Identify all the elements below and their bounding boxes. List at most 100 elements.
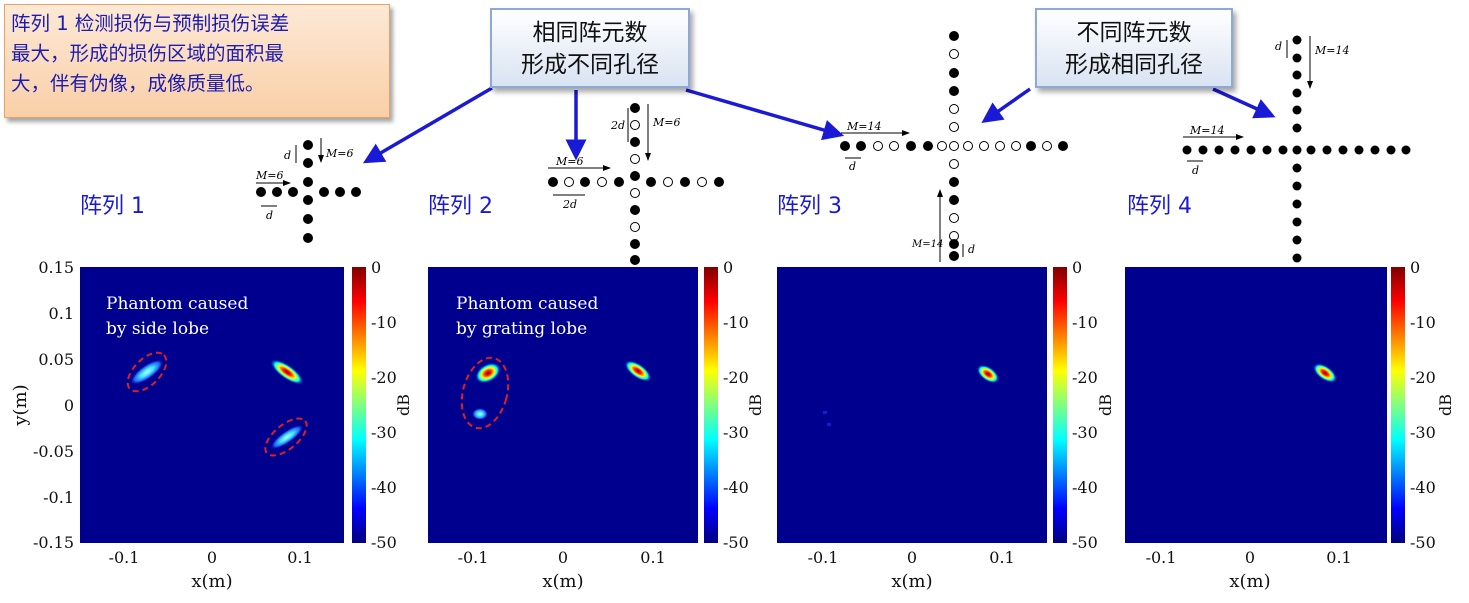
panel-2: Phantom caused by grating lobe 0 -10 -20… [425, 237, 775, 597]
heatmap-bg [428, 267, 698, 543]
xtick: -0.1 [109, 548, 140, 567]
array-4 [1182, 35, 1411, 263]
cbar-tick: -50 [723, 533, 749, 552]
callout-line: 不同阵元数 [1076, 20, 1192, 46]
a2-m-horizontal: M=6 [555, 155, 583, 168]
array-4-dims [1183, 36, 1313, 162]
array-label-4: 阵列 4 [1127, 194, 1192, 219]
cbar-tick: 0 [371, 258, 381, 277]
cbar-tick: 0 [1072, 258, 1082, 277]
array-2 [548, 103, 724, 265]
summary-note: 阵列 1 检测损伤与预制损伤误差 最大，形成的损伤区域的面积最 大，伴有伪像，成… [4, 4, 390, 118]
xtick: -0.1 [458, 548, 489, 567]
cbar-tick: -40 [371, 478, 397, 497]
colorbar [1053, 267, 1067, 543]
ytick: 0.15 [38, 258, 74, 277]
a3-d-vertical: d [968, 243, 975, 256]
array-2-dims [548, 104, 651, 196]
cbar-label: dB [1096, 394, 1115, 416]
arrow-callout-to-array3 [685, 88, 845, 141]
a3-d-horizontal: d [849, 160, 856, 173]
arrow-callout2-to-array3 [981, 87, 1032, 124]
a4-m-vertical: M=14 [1314, 44, 1349, 57]
note-line: 阵列 1 检测损伤与预制损伤误差 [11, 12, 290, 35]
spot-phantom-1 [475, 362, 501, 384]
cbar-label: dB [746, 394, 765, 416]
xtick: 0 [207, 548, 217, 567]
artifact [823, 411, 827, 414]
phantom-marker-2 [264, 417, 308, 457]
callout-same-elements: 相同阵元数 形成不同孔径 [490, 8, 690, 88]
a1-d-vertical: d [284, 149, 291, 162]
cbar-tick: -40 [723, 478, 749, 497]
cbar-tick: -20 [371, 368, 397, 387]
cbar-tick: -20 [1072, 368, 1098, 387]
cbar-tick: -30 [1410, 423, 1436, 442]
xtick: 0.1 [640, 548, 665, 567]
ytick: -0.1 [43, 488, 74, 507]
xtick: 0 [1245, 548, 1255, 567]
ytick: 0.05 [38, 350, 74, 369]
a2-m-vertical: M=6 [652, 116, 680, 129]
a3-m-vertical: M=14 [911, 239, 943, 250]
cbar-label: dB [394, 394, 413, 416]
array-1-dims [256, 138, 324, 207]
xtick: 0 [907, 548, 917, 567]
cbar-tick: -50 [1072, 533, 1098, 552]
ytick: -0.15 [33, 533, 74, 552]
cbar-tick: -10 [1072, 313, 1098, 332]
heatmap-bg [80, 267, 344, 543]
a4-m-horizontal: M=14 [1189, 124, 1224, 137]
cbar-tick: 0 [1410, 258, 1420, 277]
cbar-tick: -40 [1072, 478, 1098, 497]
ytick: 0 [64, 396, 74, 415]
cbar-tick: -10 [723, 313, 749, 332]
cbar-tick: -30 [723, 423, 749, 442]
cbar-label: dB [1436, 394, 1455, 416]
cbar-tick: -40 [1410, 478, 1436, 497]
xlabel: x(m) [542, 571, 583, 592]
heatmap-bg [777, 267, 1047, 543]
array-label-3: 阵列 3 [777, 194, 842, 219]
callout-line: 形成不同孔径 [521, 52, 659, 78]
note-line: 大，伴有伪像，成像质量低。 [11, 72, 265, 95]
cbar-tick: -10 [371, 313, 397, 332]
a1-m-vertical: M=6 [325, 147, 353, 160]
array-3 [840, 31, 1068, 261]
callout-diff-elements: 不同阵元数 形成相同孔径 [1035, 8, 1233, 88]
arrow-note-to-array1 [362, 86, 493, 164]
array-3-dims [841, 130, 964, 262]
a1-m-horizontal: M=6 [255, 169, 283, 182]
annotation-line1: Phantom caused [106, 294, 248, 314]
xtick: 0 [558, 548, 568, 567]
array-1 [256, 140, 361, 243]
xtick: 0.1 [287, 548, 312, 567]
note-line: 最大，形成的损伤区域的面积最 [11, 42, 285, 65]
cbar-tick: -30 [1072, 423, 1098, 442]
phantom-marker-1 [126, 351, 168, 393]
artifact [827, 423, 831, 426]
cbar-tick: -50 [1410, 533, 1436, 552]
spot-damage [624, 360, 652, 382]
spot-damage [270, 359, 304, 385]
annotation-line1: Phantom caused [456, 294, 598, 314]
a4-d-vertical: d [1275, 40, 1282, 53]
a1-d-horizontal: d [266, 209, 273, 222]
callout-line: 相同阵元数 [532, 20, 648, 46]
panel-1: Phantom caused by side lobe 0 -10 -20 -3… [0, 237, 425, 597]
ytick: -0.05 [33, 442, 74, 461]
spot-phantom-2 [270, 424, 304, 450]
annotation-line2: by side lobe [106, 319, 209, 339]
xtick: 0.1 [1326, 548, 1351, 567]
cbar-tick: -30 [371, 423, 397, 442]
spot-damage [1312, 363, 1338, 383]
xtick: -0.1 [808, 548, 839, 567]
cbar-tick: -50 [371, 533, 397, 552]
phantom-marker [460, 356, 510, 430]
panel-4: 0 -10 -20 -30 -40 -50 dB -0.1 0 0.1 x(m) [1125, 237, 1469, 597]
spot-phantom-1 [130, 359, 164, 385]
ytick: 0.1 [49, 304, 74, 323]
array-label-2: 阵列 2 [428, 194, 493, 219]
annotation-line2: by grating lobe [456, 319, 587, 339]
